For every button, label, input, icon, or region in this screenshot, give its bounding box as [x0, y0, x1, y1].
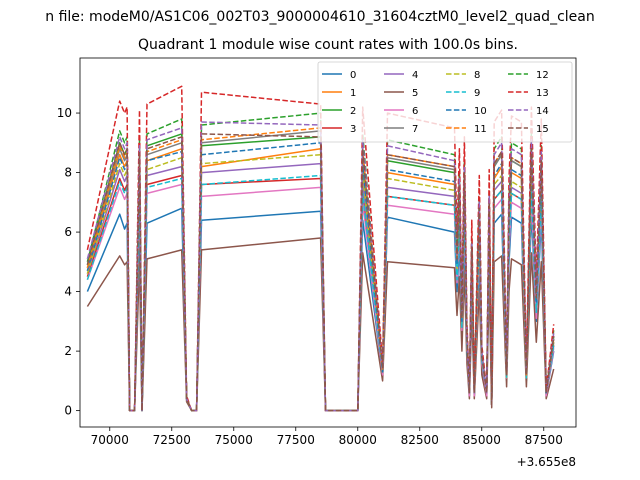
legend-label-2: 2 — [350, 106, 356, 117]
y-tick-label: 8 — [64, 166, 72, 180]
y-tick-label: 2 — [64, 344, 72, 358]
x-tick-label: 77500 — [277, 433, 315, 447]
y-tick-label: 4 — [64, 285, 72, 299]
legend-label-8: 8 — [474, 70, 480, 81]
x-tick-label: 80000 — [339, 433, 377, 447]
figure-suptitle: n file: modeM0/AS1C06_002T03_9000004610_… — [45, 9, 594, 25]
legend-label-4: 4 — [412, 70, 418, 81]
legend-label-5: 5 — [412, 88, 418, 99]
legend-label-13: 13 — [536, 88, 549, 99]
legend-label-12: 12 — [536, 70, 549, 81]
x-tick-label: 87500 — [525, 433, 563, 447]
x-tick-label: 82500 — [401, 433, 439, 447]
x-tick-label: 85000 — [463, 433, 501, 447]
legend-label-0: 0 — [350, 70, 356, 81]
legend-label-3: 3 — [350, 124, 356, 135]
series-line-5 — [86, 237, 555, 412]
y-axis: 0 2 4 6 8 10 — [57, 106, 80, 418]
y-tick-label: 10 — [57, 106, 72, 120]
x-tick-label: 72500 — [153, 433, 191, 447]
x-tick-label: 75000 — [215, 433, 253, 447]
legend-label-14: 14 — [536, 106, 549, 117]
y-tick-label: 6 — [64, 225, 72, 239]
x-tick-label: 70000 — [91, 433, 129, 447]
series-line-14 — [86, 121, 555, 412]
chart-title: Quadrant 1 module wise count rates with … — [138, 37, 518, 53]
legend-label-6: 6 — [412, 106, 418, 117]
legend-label-15: 15 — [536, 124, 549, 135]
plot-frame — [79, 57, 577, 428]
y-tick-label: 0 — [64, 404, 72, 418]
x-axis-offset-label: +3.655e8 — [517, 455, 576, 469]
series-line-12 — [86, 112, 555, 412]
series-layer — [86, 85, 555, 412]
legend-label-10: 10 — [474, 106, 487, 117]
legend-label-11: 11 — [474, 124, 487, 135]
legend-frame — [317, 61, 573, 143]
x-axis: 70000 72500 75000 77500 80000 82500 85000 87500 — [91, 427, 563, 447]
legend-label-1: 1 — [350, 88, 356, 99]
legend-label-9: 9 — [474, 88, 480, 99]
legend-label-7: 7 — [412, 124, 418, 135]
